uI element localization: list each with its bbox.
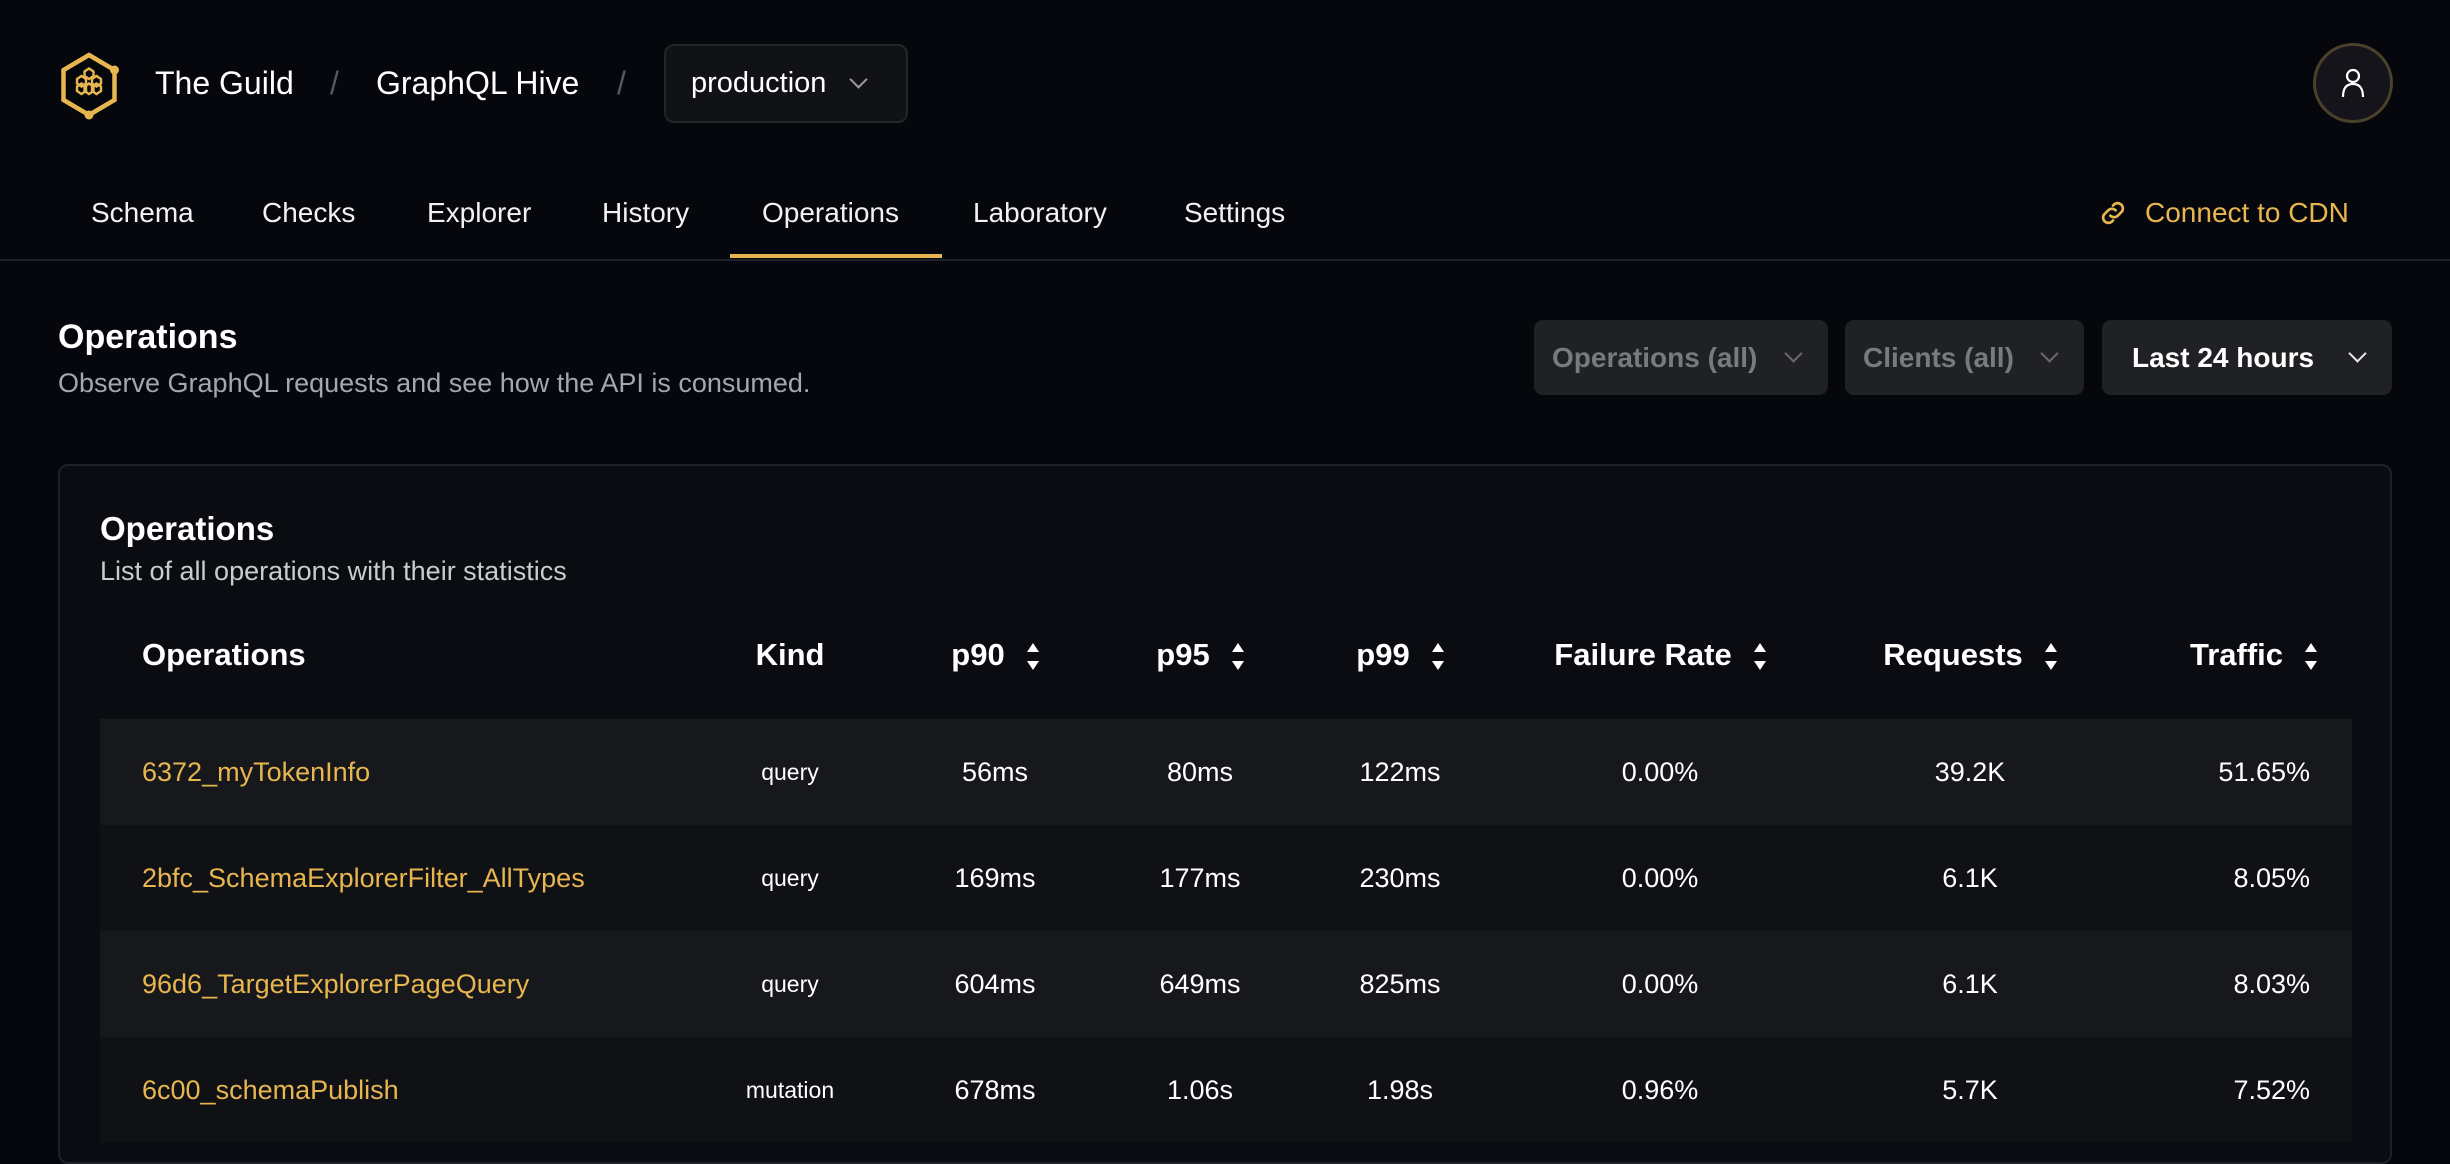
cell-operation-link[interactable]: 6372_myTokenInfo — [142, 756, 371, 787]
column-header-requests[interactable]: Requests — [1790, 637, 2150, 673]
header-label: p99 — [1356, 637, 1410, 672]
page-subtitle: Observe GraphQL requests and see how the… — [58, 368, 811, 398]
operations-filter-label: Operations (all) — [1552, 341, 1758, 373]
period-selector[interactable]: Last 24 hours — [2102, 320, 2392, 395]
column-header-kind: Kind — [755, 637, 825, 672]
cell-kind: mutation — [745, 1076, 835, 1103]
cell-failure-rate: 0.00% — [1621, 968, 1699, 999]
cell-p90: 169ms — [954, 862, 1036, 893]
cell-operation-link[interactable]: 2bfc_SchemaExplorerFilter_AllTypes — [142, 862, 585, 893]
cdn-label: Connect to CDN — [2145, 197, 2349, 228]
period-label: Last 24 hours — [2132, 341, 2315, 373]
column-header-p90[interactable]: p90 — [860, 637, 1130, 673]
column-header-p95[interactable]: p95 — [1130, 637, 1270, 673]
cell-p95: 80ms — [1166, 756, 1234, 787]
breadcrumb-separator: / — [617, 65, 626, 101]
table-row[interactable]: 6c00_schemaPublish mutation 678ms 1.06s 1.98… — [100, 1037, 2352, 1143]
breadcrumb-org[interactable]: The Guild — [155, 65, 294, 101]
cell-traffic: 8.05% — [2233, 862, 2310, 893]
user-avatar-button[interactable] — [2313, 43, 2393, 123]
breadcrumb-project[interactable]: GraphQL Hive — [376, 65, 580, 101]
cell-traffic: 7.52% — [2233, 1074, 2310, 1105]
cell-operation-link[interactable]: 96d6_TargetExplorerPageQuery — [142, 968, 530, 999]
breadcrumb-separator: / — [330, 65, 339, 101]
clients-filter[interactable]: Clients (all) — [1845, 320, 2084, 395]
cell-requests: 6.1K — [1942, 862, 1998, 893]
tab-operations[interactable]: Operations — [762, 197, 899, 228]
cell-p90: 56ms — [961, 756, 1029, 787]
cell-failure-rate: 0.00% — [1621, 756, 1699, 787]
cell-traffic: 51.65% — [2218, 756, 2310, 787]
tab-settings[interactable]: Settings — [1184, 197, 1286, 228]
tab-laboratory[interactable]: Laboratory — [973, 197, 1107, 228]
sort-icon[interactable] — [1231, 643, 1244, 671]
clients-filter-label: Clients (all) — [1863, 341, 2014, 373]
sort-icon[interactable] — [1431, 643, 1444, 671]
card-subtitle: List of all operations with their statis… — [100, 556, 567, 586]
cell-p90: 604ms — [954, 968, 1036, 999]
cell-kind: query — [761, 864, 819, 891]
cell-requests: 6.1K — [1942, 968, 1998, 999]
sort-icon[interactable] — [1753, 643, 1766, 671]
cell-kind: query — [761, 758, 819, 785]
cell-requests: 39.2K — [1934, 756, 2006, 787]
sort-icon[interactable] — [2305, 643, 2317, 671]
column-header-operations: Operations — [142, 637, 306, 672]
cell-failure-rate: 0.00% — [1621, 862, 1699, 893]
hive-logo-icon[interactable] — [56, 50, 122, 120]
tab-history[interactable]: History — [602, 197, 690, 228]
cell-requests: 5.7K — [1942, 1074, 1998, 1105]
environment-selector[interactable]: production — [664, 44, 908, 123]
sort-icon[interactable] — [2044, 643, 2057, 671]
chevron-down-icon — [2348, 344, 2367, 363]
table-row[interactable]: 96d6_TargetExplorerPageQuery query 604ms 64… — [100, 931, 2352, 1037]
tab-schema[interactable]: Schema — [91, 197, 194, 228]
cell-p95: 177ms — [1159, 862, 1241, 893]
chevron-down-icon — [1784, 344, 1803, 363]
header-label: Failure Rate — [1554, 637, 1732, 672]
cell-traffic: 8.03% — [2233, 968, 2310, 999]
cell-p90: 678ms — [954, 1074, 1036, 1105]
column-header-failure-rate[interactable]: Failure Rate — [1530, 637, 1790, 673]
cell-p99: 1.98s — [1366, 1074, 1434, 1105]
link-icon — [2101, 201, 2125, 225]
user-icon — [2341, 68, 2365, 98]
cell-p99: 230ms — [1359, 862, 1441, 893]
cell-p99: 825ms — [1359, 968, 1441, 999]
environment-label: production — [691, 67, 827, 99]
cell-failure-rate: 0.96% — [1621, 1074, 1699, 1105]
tab-checks[interactable]: Checks — [262, 197, 356, 228]
cell-p99: 122ms — [1359, 756, 1441, 787]
table-row[interactable]: 6372_myTokenInfo query 56ms 80ms 122ms 0.00% 3… — [100, 719, 2352, 825]
cell-p95: 649ms — [1159, 968, 1241, 999]
active-tab-indicator — [730, 254, 942, 258]
card-title: Operations — [100, 510, 275, 547]
connect-to-cdn-button[interactable]: Connect to CDN — [2097, 193, 2349, 233]
cell-kind: query — [761, 970, 819, 997]
header-label: Requests — [1883, 637, 2023, 672]
table-header: Operations Kind p90 p95 p99 Failure Rate… — [100, 620, 2352, 690]
cell-operation-link[interactable]: 6c00_schemaPublish — [142, 1074, 399, 1105]
nav-divider — [0, 259, 2450, 261]
table-row[interactable]: 2bfc_SchemaExplorerFilter_AllTypes query 1… — [100, 825, 2352, 931]
sort-icon[interactable] — [1026, 643, 1039, 671]
column-header-p99[interactable]: p99 — [1270, 637, 1530, 673]
chevron-down-icon — [2040, 344, 2059, 363]
header-label: p95 — [1156, 637, 1210, 672]
column-header-traffic[interactable]: Traffic — [2150, 637, 2352, 673]
tab-explorer[interactable]: Explorer — [427, 197, 532, 228]
header-label: Traffic — [2189, 637, 2283, 672]
header-label: p90 — [951, 637, 1005, 672]
cell-p95: 1.06s — [1166, 1074, 1234, 1105]
chevron-down-icon — [849, 70, 869, 89]
operations-filter[interactable]: Operations (all) — [1534, 320, 1828, 395]
page-title: Operations — [58, 318, 238, 356]
